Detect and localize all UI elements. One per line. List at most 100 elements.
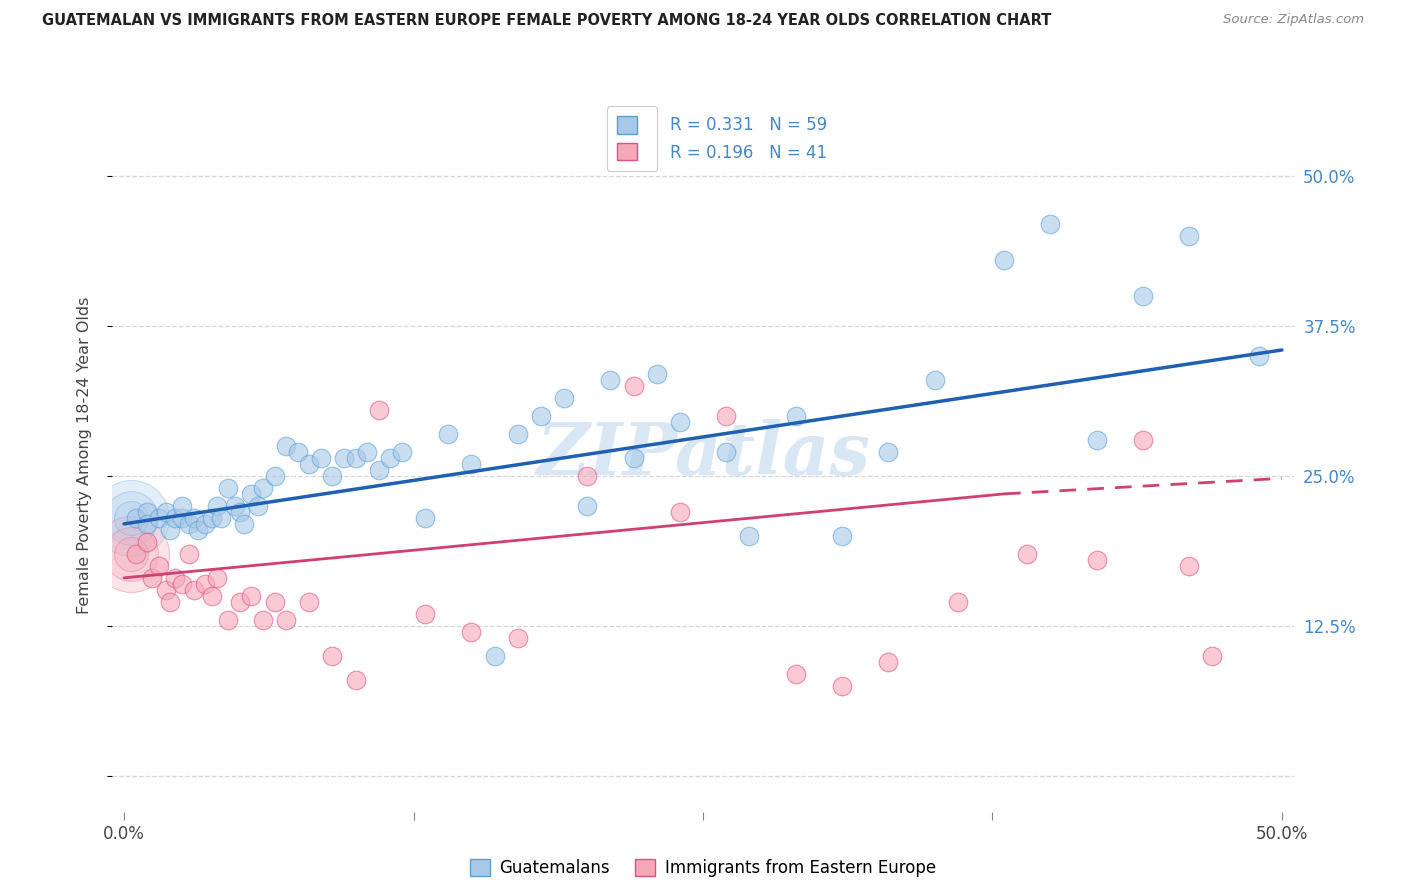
Point [187, 523, 209, 537]
Point [506, 426, 529, 441]
Point [785, 409, 807, 423]
Point [183, 511, 205, 525]
Point [120, 511, 142, 525]
Point [120, 547, 142, 561]
Point [217, 481, 239, 495]
Point [1247, 349, 1270, 363]
Point [924, 373, 946, 387]
Point [877, 445, 900, 459]
Point [276, 439, 298, 453]
Point [437, 426, 460, 441]
Text: ZIPatlas: ZIPatlas [536, 419, 870, 491]
Point [413, 511, 436, 525]
Point [321, 469, 343, 483]
Point [367, 463, 389, 477]
Point [344, 450, 367, 465]
Point [1132, 433, 1154, 447]
Point [298, 595, 321, 609]
Point [356, 445, 378, 459]
Point [321, 648, 343, 663]
Point [252, 613, 274, 627]
Point [205, 571, 228, 585]
Point [163, 571, 186, 585]
Point [367, 403, 389, 417]
Text: R = 0.196   N = 41: R = 0.196 N = 41 [671, 144, 828, 162]
Point [993, 253, 1015, 268]
Point [460, 624, 482, 639]
Point [460, 457, 482, 471]
Point [194, 516, 217, 531]
Point [229, 505, 252, 519]
Point [831, 679, 853, 693]
Point [124, 547, 146, 561]
Point [309, 450, 332, 465]
Point [391, 445, 413, 459]
Point [344, 673, 367, 687]
Point [645, 367, 668, 381]
Legend: , : , [607, 106, 657, 171]
Point [669, 415, 692, 429]
Point [1201, 648, 1223, 663]
Point [380, 450, 402, 465]
Point [252, 481, 274, 495]
Point [170, 511, 193, 525]
Point [194, 577, 217, 591]
Point [141, 571, 163, 585]
Text: GUATEMALAN VS IMMIGRANTS FROM EASTERN EUROPE FEMALE POVERTY AMONG 18-24 YEAR OLD: GUATEMALAN VS IMMIGRANTS FROM EASTERN EU… [42, 13, 1052, 29]
Point [1178, 558, 1201, 573]
Point [120, 511, 142, 525]
Point [205, 499, 228, 513]
Point [1017, 547, 1039, 561]
Point [287, 445, 309, 459]
Point [576, 469, 599, 483]
Point [136, 516, 159, 531]
Point [263, 469, 285, 483]
Point [831, 529, 853, 543]
Point [120, 511, 142, 525]
Point [1132, 289, 1154, 303]
Point [159, 523, 181, 537]
Point [201, 589, 224, 603]
Point [201, 511, 224, 525]
Point [785, 666, 807, 681]
Point [177, 516, 200, 531]
Y-axis label: Female Poverty Among 18-24 Year Olds: Female Poverty Among 18-24 Year Olds [77, 296, 91, 614]
Point [1085, 553, 1108, 567]
Point [623, 450, 645, 465]
Point [148, 558, 170, 573]
Point [530, 409, 553, 423]
Point [155, 582, 177, 597]
Point [148, 511, 170, 525]
Point [1039, 217, 1062, 231]
Point [240, 487, 263, 501]
Point [120, 547, 142, 561]
Point [946, 595, 969, 609]
Point [170, 577, 193, 591]
Point [217, 613, 239, 627]
Point [177, 547, 200, 561]
Point [623, 379, 645, 393]
Point [1178, 229, 1201, 244]
Point [136, 505, 159, 519]
Point [120, 547, 142, 561]
Point [1085, 433, 1108, 447]
Point [553, 391, 575, 405]
Point [247, 499, 270, 513]
Point [229, 595, 252, 609]
Point [276, 613, 298, 627]
Point [263, 595, 285, 609]
Point [170, 499, 193, 513]
Point [183, 582, 205, 597]
Point [877, 655, 900, 669]
Point [240, 589, 263, 603]
Point [163, 511, 186, 525]
Point [599, 373, 621, 387]
Text: Source: ZipAtlas.com: Source: ZipAtlas.com [1223, 13, 1364, 27]
Point [155, 505, 177, 519]
Point [714, 409, 737, 423]
Point [298, 457, 321, 471]
Point [159, 595, 181, 609]
Point [413, 607, 436, 621]
Point [714, 445, 737, 459]
Point [233, 516, 256, 531]
